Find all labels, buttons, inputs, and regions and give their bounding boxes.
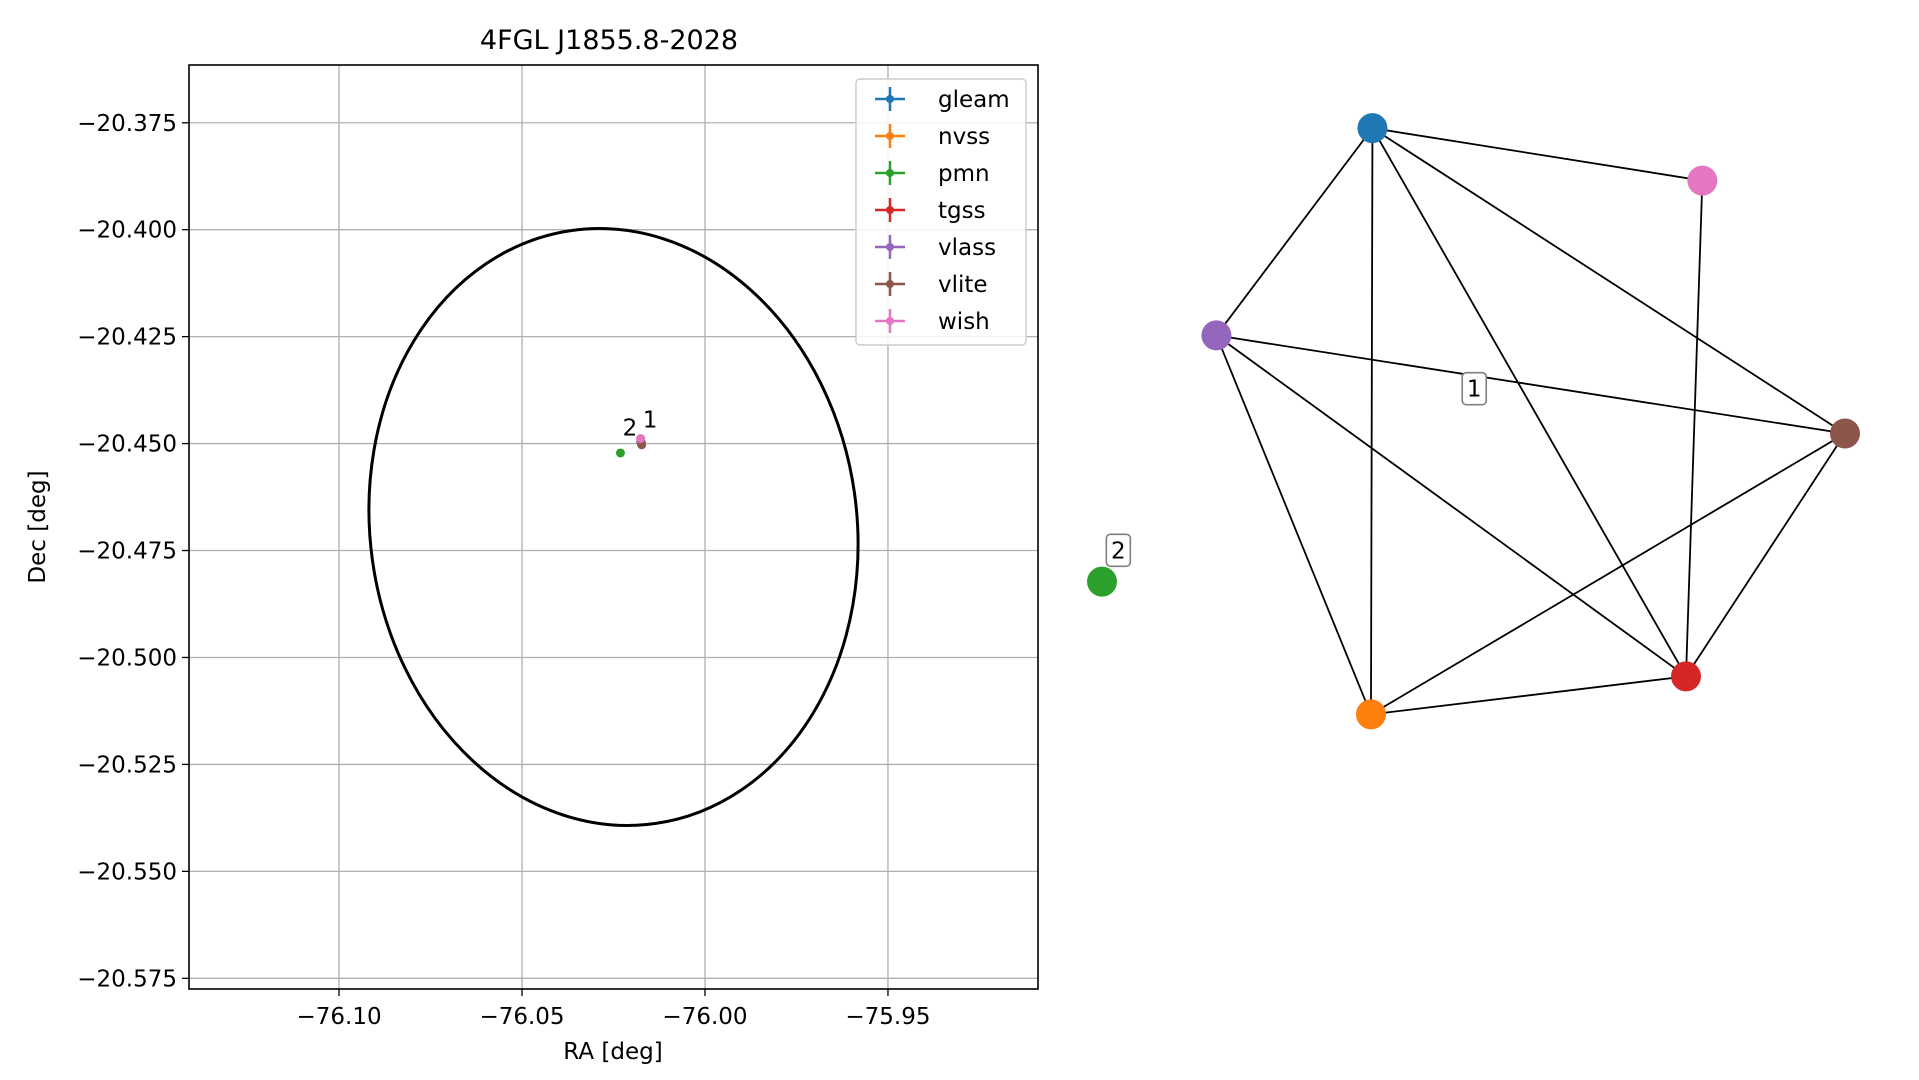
edge-tgss-nvss xyxy=(1370,675,1687,716)
annotation-label: 2 xyxy=(623,415,638,441)
y-axis-label: Dec [deg] xyxy=(25,470,51,583)
x-tick-label: −76.00 xyxy=(662,1004,747,1030)
plot-frame xyxy=(188,64,1039,990)
cluster-label: 1 xyxy=(1467,377,1482,403)
edge-gleam-wish xyxy=(1372,127,1703,182)
error-ellipse-layer xyxy=(367,227,860,827)
legend-marker-dot xyxy=(886,317,894,325)
legend-marker-dot xyxy=(886,169,894,177)
legend-marker-dot xyxy=(886,132,894,140)
y-tick-label: −20.425 xyxy=(77,325,177,351)
node-vlite xyxy=(1830,418,1860,449)
edge-vlite-tgss xyxy=(1685,433,1846,677)
x-tick-label: −75.95 xyxy=(845,1004,930,1030)
x-tick-label: −76.10 xyxy=(296,1004,381,1030)
y-tick-label: −20.475 xyxy=(77,539,177,565)
x-axis-label: RA [deg] xyxy=(563,1039,662,1065)
legend-label-tgss: tgss xyxy=(938,198,986,224)
edge-wish-tgss xyxy=(1685,180,1704,677)
edge-vlass-tgss xyxy=(1215,334,1687,678)
y-tick-label: −20.375 xyxy=(77,111,177,137)
edge-gleam-nvss xyxy=(1370,128,1374,715)
point-wish xyxy=(636,433,646,443)
network-cluster-labels: 12 xyxy=(1105,371,1488,568)
legend-label-gleam: gleam xyxy=(938,87,1010,113)
node-pmn xyxy=(1087,566,1117,597)
network-nodes xyxy=(1087,113,1860,730)
cluster-label-box xyxy=(1461,371,1488,406)
legend: gleam nvss pmn tgss vlass vlite wish xyxy=(855,78,1027,346)
legend-marker-dot xyxy=(886,243,894,251)
node-gleam xyxy=(1357,113,1388,144)
error-ellipse xyxy=(367,227,860,827)
y-tick-label: −20.575 xyxy=(77,966,177,992)
node-tgss xyxy=(1670,661,1701,692)
cluster-label-box xyxy=(1105,533,1132,568)
legend-label-vlass: vlass xyxy=(938,235,996,261)
x-axis-ticks: −76.10 −76.05 −76.00 −75.95 xyxy=(296,989,931,1030)
y-tick-label: −20.500 xyxy=(77,645,177,671)
legend-label-pmn: pmn xyxy=(938,161,990,187)
legend-label-nvss: nvss xyxy=(938,124,990,150)
chart-title: 4FGL J1855.8-2028 xyxy=(480,25,738,56)
edge-vlass-vlite xyxy=(1216,334,1846,435)
y-tick-label: −20.400 xyxy=(77,218,177,244)
node-nvss xyxy=(1355,699,1386,730)
y-tick-label: −20.525 xyxy=(77,752,177,778)
legend-label-vlite: vlite xyxy=(938,272,988,298)
y-tick-label: −20.450 xyxy=(77,432,177,458)
legend-frame xyxy=(855,78,1027,346)
edge-gleam-tgss xyxy=(1371,127,1687,677)
legend-label-wish: wish xyxy=(938,309,990,335)
node-wish xyxy=(1687,165,1718,196)
annotation-label: 1 xyxy=(643,407,658,433)
y-tick-label: −20.550 xyxy=(77,859,177,885)
legend-marker-dot xyxy=(886,95,894,103)
legend-marker-dot xyxy=(886,280,894,288)
x-tick-label: −76.05 xyxy=(479,1004,564,1030)
scatter-points-layer xyxy=(615,433,647,458)
edge-vlite-nvss xyxy=(1370,432,1846,716)
cluster-label: 2 xyxy=(1111,538,1126,564)
point-pmn xyxy=(615,448,625,458)
edge-vlass-nvss xyxy=(1215,335,1372,715)
network-edges xyxy=(1215,127,1846,716)
node-vlass xyxy=(1201,320,1232,351)
edge-gleam-vlite xyxy=(1371,127,1846,435)
edge-gleam-vlass xyxy=(1215,127,1374,336)
legend-marker-dot xyxy=(886,206,894,214)
y-axis-ticks: −20.375 −20.400 −20.425 −20.450 −20.475 −20.5… xyxy=(77,111,189,992)
